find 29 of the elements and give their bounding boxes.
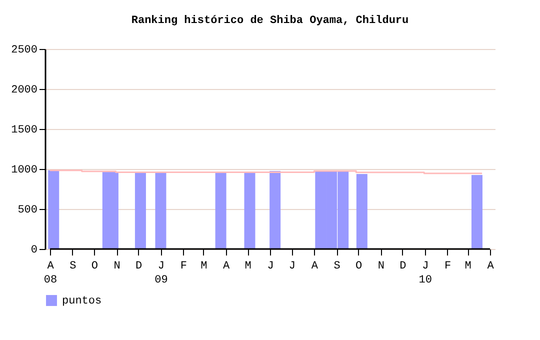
x-tick-label: A: [223, 260, 230, 272]
x-tick-label: J 10: [418, 260, 432, 286]
x-tick-label: D: [400, 260, 407, 272]
x-tick-label: M: [464, 260, 472, 272]
x-tick-label: O: [91, 260, 98, 272]
x-tick-label: J: [267, 260, 274, 272]
y-tick-label: 500: [18, 204, 38, 216]
y-tick-label: 2500: [11, 44, 38, 56]
x-tick-label: A: [487, 260, 494, 272]
x-tick-label: S: [70, 260, 77, 272]
x-tick-label: F: [444, 260, 452, 272]
x-tick-label: J: [288, 260, 296, 272]
y-tick-label: 2000: [11, 84, 38, 96]
x-tick-label: D: [135, 260, 142, 272]
x-tick-label: N: [378, 260, 385, 272]
chart-title: Ranking histórico de Shiba Oyama, Childuru: [131, 15, 409, 27]
x-tick-label: M: [200, 260, 208, 272]
x-tick-label: N: [114, 260, 120, 272]
legend-label: puntos: [62, 296, 102, 308]
x-tick-label: M: [244, 260, 252, 272]
x-tick-label: F: [180, 260, 187, 272]
x-tick-label: O: [355, 260, 362, 272]
y-tick-label: 1500: [11, 124, 38, 136]
y-tick-label: 0: [30, 244, 38, 256]
y-tick-label: 1000: [11, 164, 38, 176]
x-tick-label: J 09: [154, 260, 168, 286]
x-tick-label: S: [334, 260, 341, 272]
x-tick-label: A 08: [44, 260, 58, 286]
x-tick-label: A: [311, 260, 318, 272]
